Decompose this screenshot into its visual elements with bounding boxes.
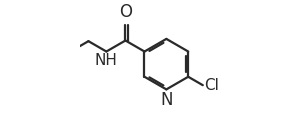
Text: NH: NH <box>94 53 117 68</box>
Text: Cl: Cl <box>204 78 219 93</box>
Text: O: O <box>119 3 132 21</box>
Text: N: N <box>160 91 173 109</box>
